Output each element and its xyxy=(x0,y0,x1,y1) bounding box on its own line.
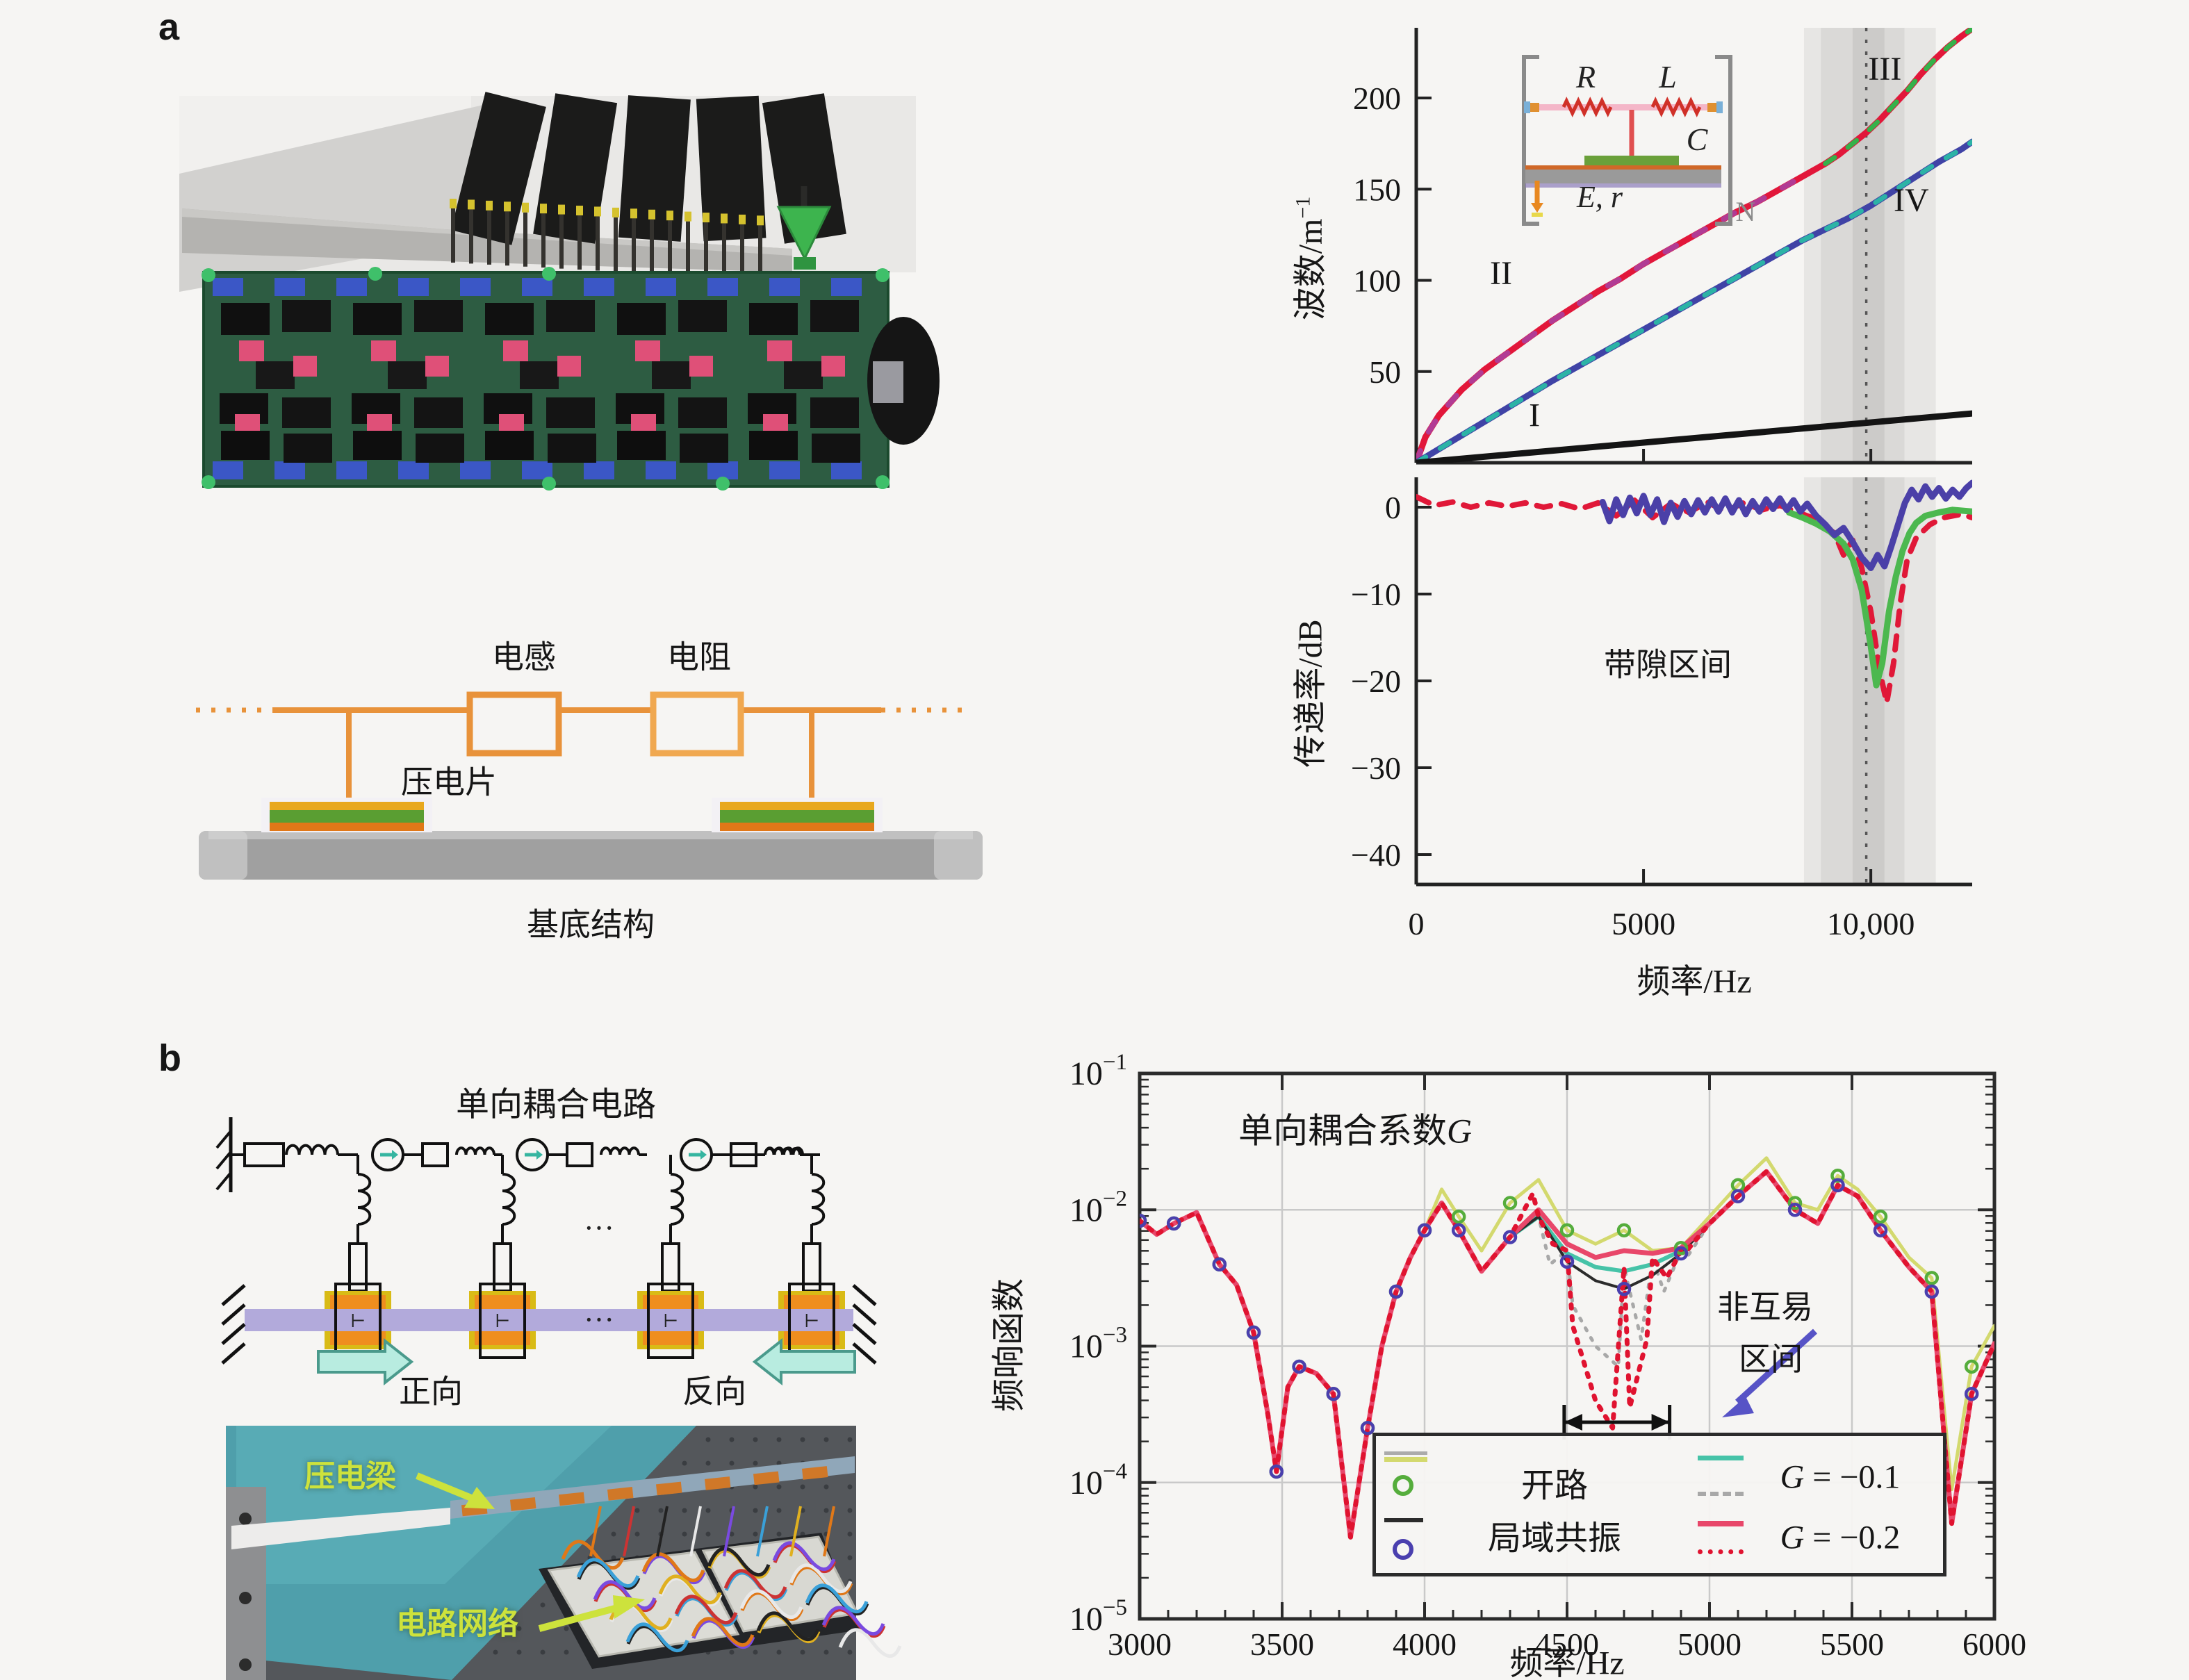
unidirectional-circuit-diagram: ⊢ ⊢ ⊢ ⊢ ··· ··· xyxy=(215,1117,877,1386)
nonreciprocal-annotation-line2: 区间 xyxy=(1739,1342,1803,1377)
inductor-label: 电感 xyxy=(492,639,556,675)
svg-text:⊢: ⊢ xyxy=(804,1311,819,1331)
svg-text:I: I xyxy=(1529,397,1540,434)
svg-text:5000: 5000 xyxy=(1678,1627,1741,1662)
svg-text:6000: 6000 xyxy=(1962,1627,2026,1662)
resistor-label: 电阻 xyxy=(667,639,731,675)
dispersion-ylabel: 波数/m−1 xyxy=(1291,196,1329,321)
svg-text:−30: −30 xyxy=(1351,750,1401,786)
panel-a-photo xyxy=(179,92,940,491)
transmission-chart: 0−10−20−30−400 5000 10,000 xyxy=(1351,477,1972,941)
piezo-patch-label: 压电片 xyxy=(401,764,497,800)
frf-ylabel: 频响函数 xyxy=(990,1278,1028,1413)
legend-g01-dash-sample xyxy=(1698,1492,1744,1496)
panel-b-label: b xyxy=(158,1037,181,1079)
svg-text:⊢: ⊢ xyxy=(663,1311,678,1331)
bandgap-region-label: 带隙区间 xyxy=(1604,647,1732,683)
svg-text:⊢: ⊢ xyxy=(495,1311,510,1331)
svg-text:−20: −20 xyxy=(1351,664,1401,699)
legend-open-line-sample xyxy=(1384,1457,1427,1462)
svg-text:5500: 5500 xyxy=(1820,1627,1884,1662)
legend-local-label: 局域共振 xyxy=(1487,1520,1622,1557)
legend-g02-dot-sample xyxy=(1698,1549,1744,1554)
frf-xlabel: 频率/Hz xyxy=(1509,1645,1625,1680)
svg-text:II: II xyxy=(1490,255,1512,292)
svg-text:−40: −40 xyxy=(1351,837,1401,873)
piezo-shunt-schematic xyxy=(196,691,983,880)
svg-text:L: L xyxy=(1658,59,1677,94)
svg-text:III: III xyxy=(1868,51,1901,88)
forward-label: 正向 xyxy=(399,1374,463,1410)
shared-xlabel: 频率/Hz xyxy=(1637,963,1752,1000)
legend-g01-label: G = −0.1 xyxy=(1780,1458,1901,1496)
svg-text:IV: IV xyxy=(1894,182,1929,219)
svg-text:3500: 3500 xyxy=(1250,1627,1314,1662)
svg-text:5000: 5000 xyxy=(1612,906,1675,941)
substrate-label: 基底结构 xyxy=(527,907,655,943)
svg-text:C: C xyxy=(1687,122,1709,157)
legend-open-marker xyxy=(1393,1475,1413,1496)
circuit-network-photo-label: 电路网络 xyxy=(396,1606,518,1641)
backward-label: 反向 xyxy=(682,1374,746,1410)
svg-text:R: R xyxy=(1575,59,1596,94)
svg-text:3000: 3000 xyxy=(1108,1627,1172,1662)
legend-local-marker xyxy=(1393,1539,1413,1560)
legend-g02-label: G = −0.2 xyxy=(1780,1519,1901,1556)
svg-text:−10: −10 xyxy=(1351,577,1401,612)
legend-g01-line-sample xyxy=(1698,1456,1744,1460)
legend-local-line-sample xyxy=(1384,1518,1423,1522)
svg-text:N: N xyxy=(1736,196,1756,227)
svg-text:10−2: 10−2 xyxy=(1069,1186,1127,1228)
svg-text:4500: 4500 xyxy=(1535,1627,1599,1662)
frf-title: 单向耦合系数G xyxy=(1238,1111,1473,1151)
svg-text:0: 0 xyxy=(1385,490,1401,525)
svg-text:10,000: 10,000 xyxy=(1827,906,1915,941)
svg-text:⊢: ⊢ xyxy=(350,1311,366,1331)
svg-text:10−4: 10−4 xyxy=(1069,1459,1127,1501)
legend-open-line2-sample xyxy=(1384,1451,1427,1455)
svg-text:100: 100 xyxy=(1353,263,1401,299)
svg-text:0: 0 xyxy=(1409,906,1425,941)
nonreciprocal-annotation-line1: 非互易 xyxy=(1717,1290,1813,1325)
svg-text:50: 50 xyxy=(1369,354,1401,390)
svg-text:200: 200 xyxy=(1353,81,1401,116)
svg-text:E, r: E, r xyxy=(1576,180,1623,214)
legend-g02-line-sample xyxy=(1698,1521,1744,1526)
svg-text:4000: 4000 xyxy=(1393,1627,1457,1662)
piezo-beam-photo-label: 压电梁 xyxy=(304,1459,396,1494)
svg-text:10−1: 10−1 xyxy=(1069,1050,1127,1092)
frf-legend: 开路 局域共振 G = −0.1 G = −0.2 xyxy=(1372,1433,1946,1576)
legend-open-label: 开路 xyxy=(1520,1467,1589,1504)
transmission-ylabel: 传递率/dB xyxy=(1292,619,1329,768)
panel-b-photo xyxy=(226,1426,902,1680)
panel-a-label: a xyxy=(158,6,180,48)
svg-text:150: 150 xyxy=(1353,172,1401,207)
svg-text:···: ··· xyxy=(584,1211,614,1245)
svg-text:10−3: 10−3 xyxy=(1069,1323,1127,1365)
circuit-title: 单向耦合电路 xyxy=(455,1086,657,1123)
svg-text:···: ··· xyxy=(584,1303,614,1337)
